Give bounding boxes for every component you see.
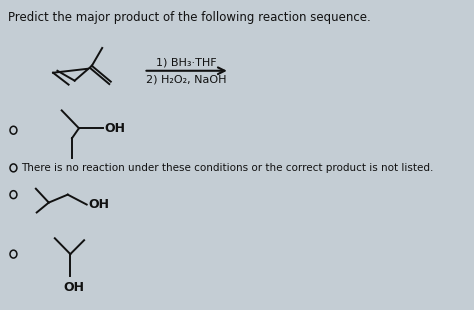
Text: OH: OH bbox=[89, 198, 109, 211]
Text: OH: OH bbox=[105, 122, 126, 135]
Text: Predict the major product of the following reaction sequence.: Predict the major product of the followi… bbox=[8, 11, 371, 24]
Text: 2) H₂O₂, NaOH: 2) H₂O₂, NaOH bbox=[146, 75, 227, 85]
Text: 1) BH₃·THF: 1) BH₃·THF bbox=[156, 58, 217, 68]
Text: OH: OH bbox=[64, 281, 84, 294]
Text: There is no reaction under these conditions or the correct product is not listed: There is no reaction under these conditi… bbox=[21, 163, 434, 173]
